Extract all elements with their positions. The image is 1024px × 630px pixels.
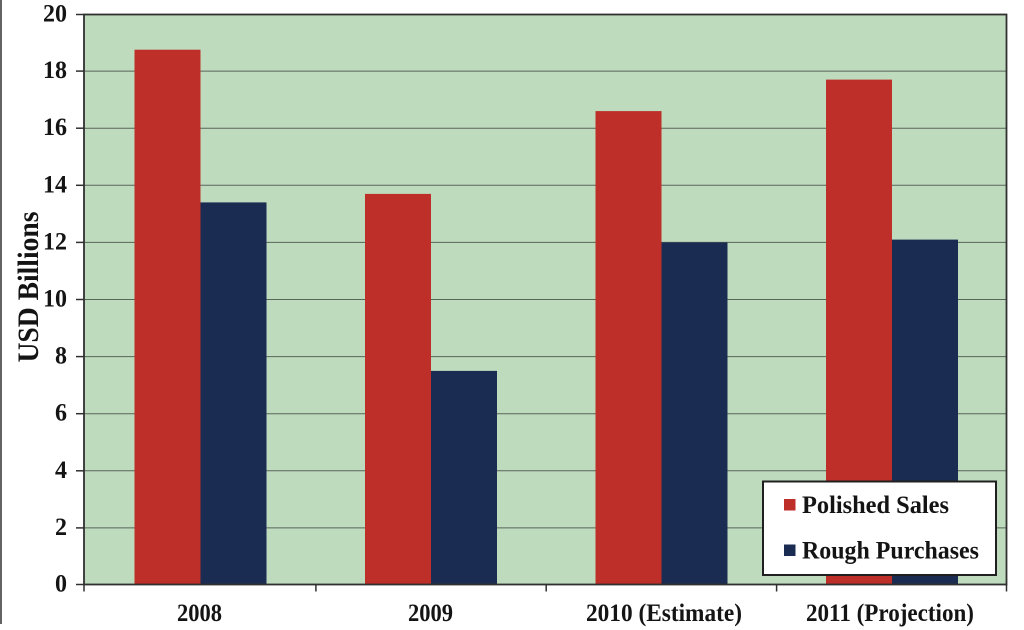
svg-text:10: 10 <box>43 286 67 313</box>
svg-text:6: 6 <box>55 400 67 427</box>
svg-text:18: 18 <box>43 57 67 84</box>
svg-text:Polished Sales: Polished Sales <box>802 492 949 519</box>
svg-text:8: 8 <box>55 343 67 370</box>
svg-text:20: 20 <box>43 1 67 28</box>
svg-text:2008: 2008 <box>177 600 222 627</box>
svg-text:16: 16 <box>43 114 67 141</box>
svg-text:2011 (Projection): 2011 (Projection) <box>806 600 974 627</box>
svg-text:Rough Purchases: Rough Purchases <box>802 538 979 565</box>
svg-text:USD Billions: USD Billions <box>12 212 45 363</box>
svg-text:14: 14 <box>43 171 67 198</box>
svg-text:4: 4 <box>55 457 67 484</box>
svg-text:2009: 2009 <box>408 600 453 627</box>
svg-text:12: 12 <box>43 228 67 255</box>
svg-text:2010 (Estimate): 2010 (Estimate) <box>586 600 742 627</box>
svg-text:0: 0 <box>55 571 67 598</box>
svg-text:2: 2 <box>55 514 67 541</box>
